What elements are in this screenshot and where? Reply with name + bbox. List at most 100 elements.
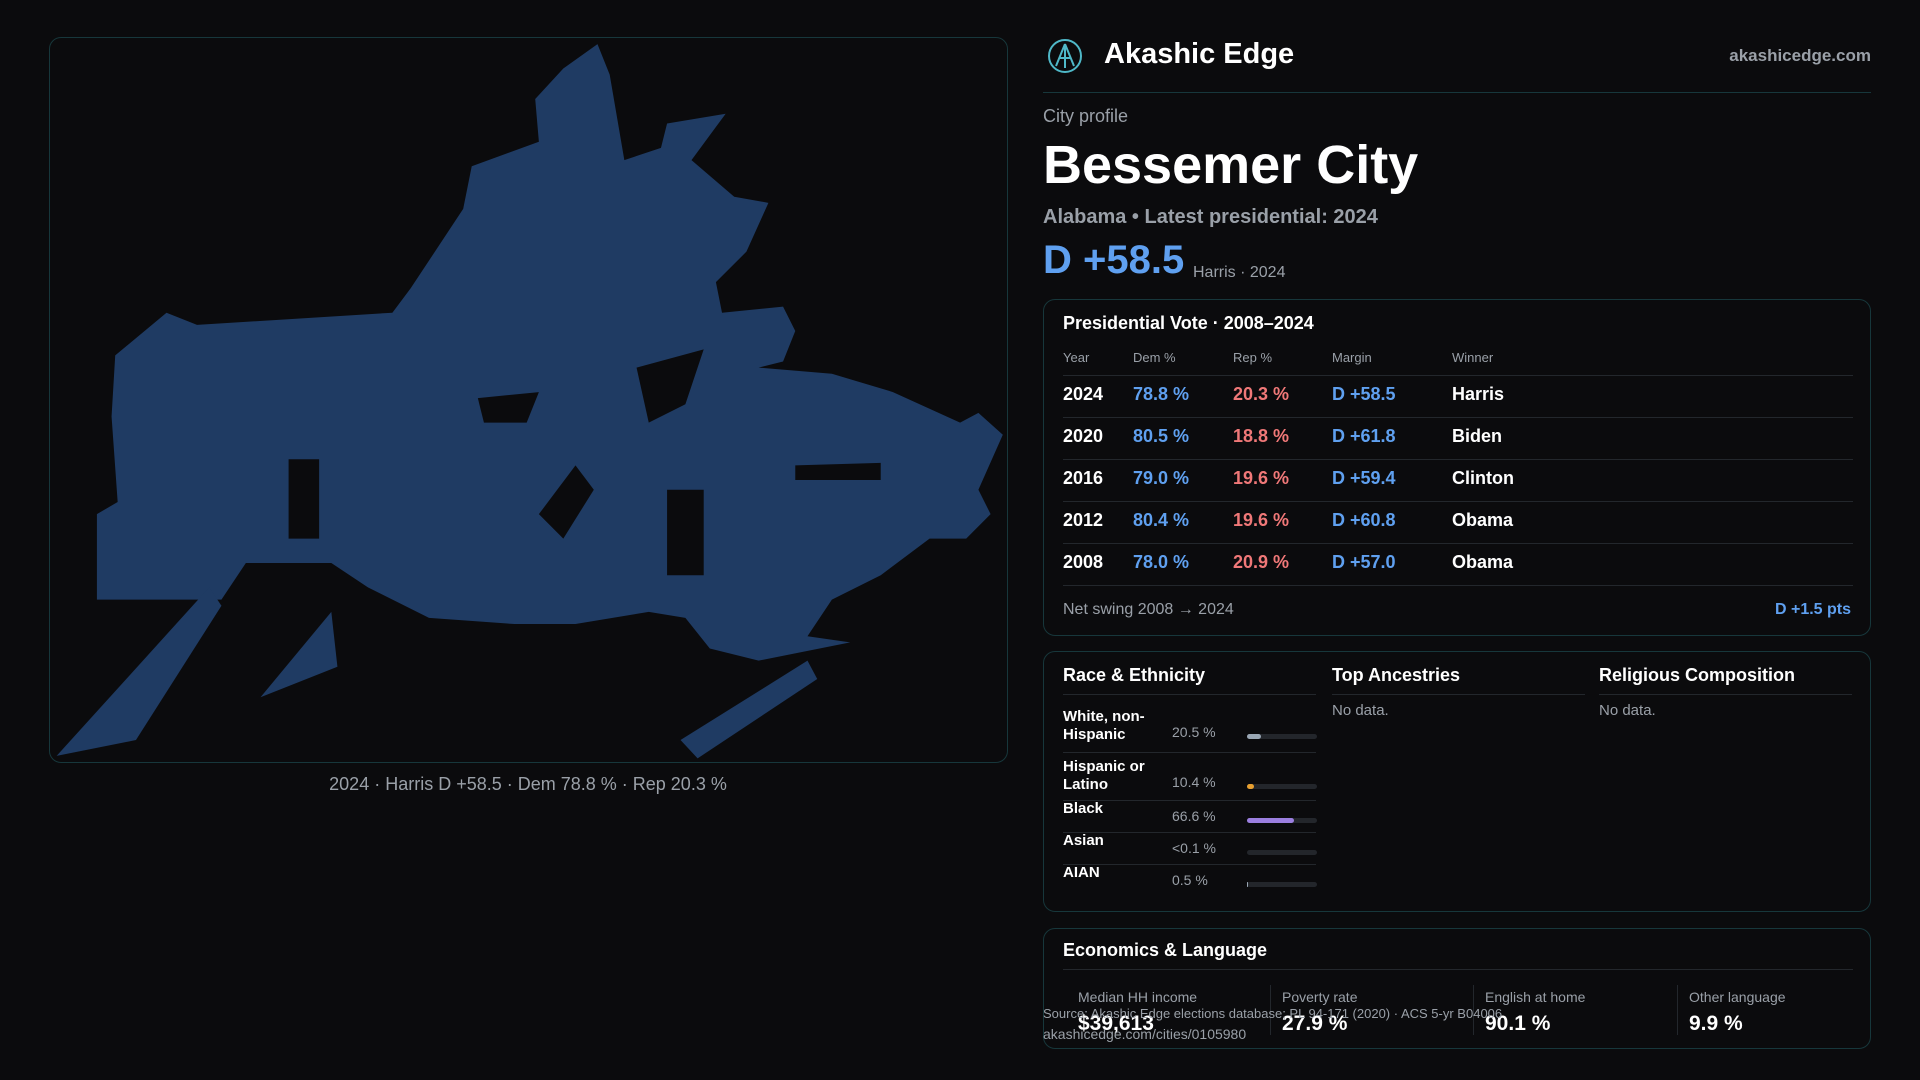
subtitle: Alabama • Latest presidential: 2024 bbox=[1043, 206, 1378, 228]
cell: D +61.8 bbox=[1332, 426, 1396, 446]
rule bbox=[1332, 694, 1585, 695]
map-hole bbox=[538, 465, 594, 539]
race-label: Asian bbox=[1063, 832, 1104, 849]
bar-track bbox=[1247, 850, 1317, 855]
race-value: <0.1 % bbox=[1172, 840, 1216, 856]
ancestry-note: No data. bbox=[1332, 702, 1389, 719]
ancestry-title: Top Ancestries bbox=[1332, 665, 1461, 685]
rule bbox=[1063, 694, 1316, 695]
stat-label: Other language bbox=[1689, 989, 1786, 1005]
headline-margin: D +58.5 bbox=[1043, 238, 1185, 282]
stat-label: English at home bbox=[1485, 989, 1586, 1005]
vote-title: Presidential Vote · 2008–2024 bbox=[1063, 313, 1314, 333]
city-strip bbox=[56, 587, 222, 756]
kicker: City profile bbox=[1043, 106, 1129, 126]
cell: Obama bbox=[1452, 552, 1514, 572]
cell: 2024 bbox=[1063, 384, 1104, 404]
rule bbox=[1063, 501, 1853, 502]
race-value: 0.5 % bbox=[1172, 872, 1208, 888]
religion-note: No data. bbox=[1599, 702, 1656, 719]
rule bbox=[1599, 694, 1852, 695]
race-value: 20.5 % bbox=[1172, 724, 1216, 740]
race-bar bbox=[1247, 734, 1262, 739]
economics-panel bbox=[1043, 928, 1871, 1049]
logo bbox=[1048, 39, 1082, 73]
city-strip bbox=[260, 611, 338, 698]
city-title: Bessemer City bbox=[1043, 135, 1419, 195]
race-label: Hispanic or Latino bbox=[1063, 758, 1145, 793]
bar-track bbox=[1247, 882, 1317, 887]
cell: 19.6 % bbox=[1233, 468, 1290, 488]
vote-panel bbox=[1043, 299, 1871, 636]
rule bbox=[1063, 585, 1853, 586]
race-label: White, non-Hispanic bbox=[1063, 708, 1145, 743]
column-header: Rep % bbox=[1233, 350, 1273, 365]
rule bbox=[1063, 752, 1316, 753]
rule bbox=[1063, 375, 1853, 376]
column-header: Year bbox=[1063, 350, 1090, 365]
cell: D +58.5 bbox=[1332, 384, 1396, 404]
city-boundary bbox=[96, 44, 1003, 661]
margin-note: Harris · 2024 bbox=[1193, 264, 1286, 281]
race-label: AIAN bbox=[1063, 864, 1100, 881]
city-strip bbox=[680, 660, 818, 759]
cell: 80.5 % bbox=[1133, 426, 1190, 446]
bar-track bbox=[1247, 784, 1317, 789]
race-label: Black bbox=[1063, 800, 1104, 817]
cell: 80.4 % bbox=[1133, 510, 1190, 530]
stat-value: 27.9 % bbox=[1282, 1012, 1348, 1035]
cell: 18.8 % bbox=[1233, 426, 1290, 446]
cell: 78.8 % bbox=[1133, 384, 1190, 404]
cell: Obama bbox=[1452, 510, 1514, 530]
rule bbox=[1063, 969, 1853, 970]
cell: Harris bbox=[1452, 384, 1505, 404]
swing-value: D +1.5 pts bbox=[1774, 601, 1851, 618]
map bbox=[56, 44, 1003, 759]
stat-value: 9.9 % bbox=[1689, 1012, 1743, 1035]
rule bbox=[1063, 543, 1853, 544]
rule bbox=[1063, 459, 1853, 460]
source: Source: Akashic Edge elections database;… bbox=[1043, 1006, 1503, 1021]
cell: 19.6 % bbox=[1233, 510, 1290, 530]
cell: 2020 bbox=[1063, 426, 1104, 446]
map-panel bbox=[49, 37, 1008, 763]
cell: 20.3 % bbox=[1233, 384, 1290, 404]
map-hole bbox=[636, 349, 704, 423]
map-hole bbox=[667, 489, 704, 576]
religion-title: Religious Composition bbox=[1599, 665, 1795, 685]
race-value: 10.4 % bbox=[1172, 774, 1216, 790]
rule bbox=[1063, 800, 1316, 801]
brand: Akashic Edge bbox=[1104, 38, 1295, 70]
race-value: 66.6 % bbox=[1172, 808, 1216, 824]
cell: 20.9 % bbox=[1233, 552, 1290, 572]
cell: D +60.8 bbox=[1332, 510, 1396, 530]
economics-title: Economics & Language bbox=[1063, 940, 1268, 960]
cell: D +57.0 bbox=[1332, 552, 1396, 572]
stat-value: $39,613 bbox=[1078, 1012, 1154, 1035]
divider bbox=[1473, 985, 1474, 1035]
stat-label: Median HH income bbox=[1078, 989, 1198, 1005]
divider bbox=[1270, 985, 1271, 1035]
rule bbox=[1063, 864, 1316, 865]
demographics-panel bbox=[1043, 651, 1871, 912]
cell: 2008 bbox=[1063, 552, 1104, 572]
map-caption: 2024 · Harris D +58.5 · Dem 78.8 % · Rep… bbox=[329, 774, 727, 794]
cell: D +59.4 bbox=[1332, 468, 1396, 488]
swing-label: Net swing 2008 → 2024 bbox=[1063, 601, 1234, 618]
cell: 78.0 % bbox=[1133, 552, 1190, 572]
divider bbox=[1677, 985, 1678, 1035]
stat-value: 90.1 % bbox=[1485, 1012, 1551, 1035]
cell: 79.0 % bbox=[1133, 468, 1190, 488]
map-hole bbox=[288, 459, 320, 539]
map-hole bbox=[477, 392, 539, 423]
column-header: Winner bbox=[1452, 350, 1494, 365]
header-rule bbox=[1043, 92, 1871, 93]
race-bar bbox=[1247, 818, 1294, 823]
cell: Clinton bbox=[1452, 468, 1514, 488]
cell: 2016 bbox=[1063, 468, 1104, 488]
bar-track bbox=[1247, 734, 1317, 739]
map-hole bbox=[795, 462, 881, 480]
domain: akashicedge.com bbox=[1729, 46, 1871, 65]
column-header: Dem % bbox=[1133, 350, 1176, 365]
